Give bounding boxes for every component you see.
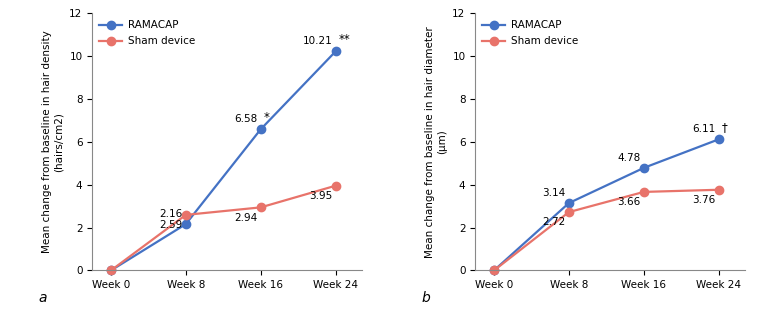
RAMACAP — [714, 137, 723, 141]
RAMACAP — [181, 222, 190, 226]
RAMACAP — [564, 201, 574, 205]
Sham device — [257, 205, 266, 209]
Sham device — [106, 269, 115, 272]
Sham device — [181, 213, 190, 217]
Text: 2.94: 2.94 — [234, 213, 258, 223]
Line: Sham device: Sham device — [107, 182, 340, 275]
Text: b: b — [422, 291, 430, 305]
Line: RAMACAP: RAMACAP — [490, 135, 723, 275]
RAMACAP — [639, 166, 648, 170]
Text: 3.66: 3.66 — [617, 197, 641, 207]
Text: 2.72: 2.72 — [543, 217, 566, 227]
Text: 2.59: 2.59 — [160, 220, 183, 230]
Sham device — [331, 184, 340, 188]
Text: †: † — [722, 121, 727, 134]
Sham device — [564, 210, 574, 214]
RAMACAP — [106, 269, 115, 272]
Legend: RAMACAP, Sham device: RAMACAP, Sham device — [481, 18, 580, 49]
RAMACAP — [257, 127, 266, 131]
RAMACAP — [489, 269, 498, 272]
Text: a: a — [38, 291, 47, 305]
Text: 6.58: 6.58 — [234, 114, 258, 124]
Text: 6.11: 6.11 — [693, 124, 716, 134]
RAMACAP — [331, 49, 340, 53]
Text: 4.78: 4.78 — [617, 153, 641, 163]
Text: 10.21: 10.21 — [303, 36, 333, 46]
Text: 3.14: 3.14 — [543, 188, 566, 198]
Text: 2.16: 2.16 — [160, 209, 183, 219]
Sham device — [714, 188, 723, 192]
Y-axis label: Mean change from baseline in hair diameter
(μm): Mean change from baseline in hair diamet… — [425, 26, 447, 258]
Sham device — [639, 190, 648, 194]
Y-axis label: Mean change from baseline in hair density
(hairs/cm2): Mean change from baseline in hair densit… — [42, 30, 64, 253]
Line: RAMACAP: RAMACAP — [107, 47, 340, 275]
Sham device — [489, 269, 498, 272]
Legend: RAMACAP, Sham device: RAMACAP, Sham device — [98, 18, 197, 49]
Text: *: * — [263, 111, 270, 124]
Text: 3.76: 3.76 — [693, 195, 716, 205]
Text: 3.95: 3.95 — [310, 191, 333, 201]
Line: Sham device: Sham device — [490, 185, 723, 275]
Text: **: ** — [339, 33, 350, 46]
